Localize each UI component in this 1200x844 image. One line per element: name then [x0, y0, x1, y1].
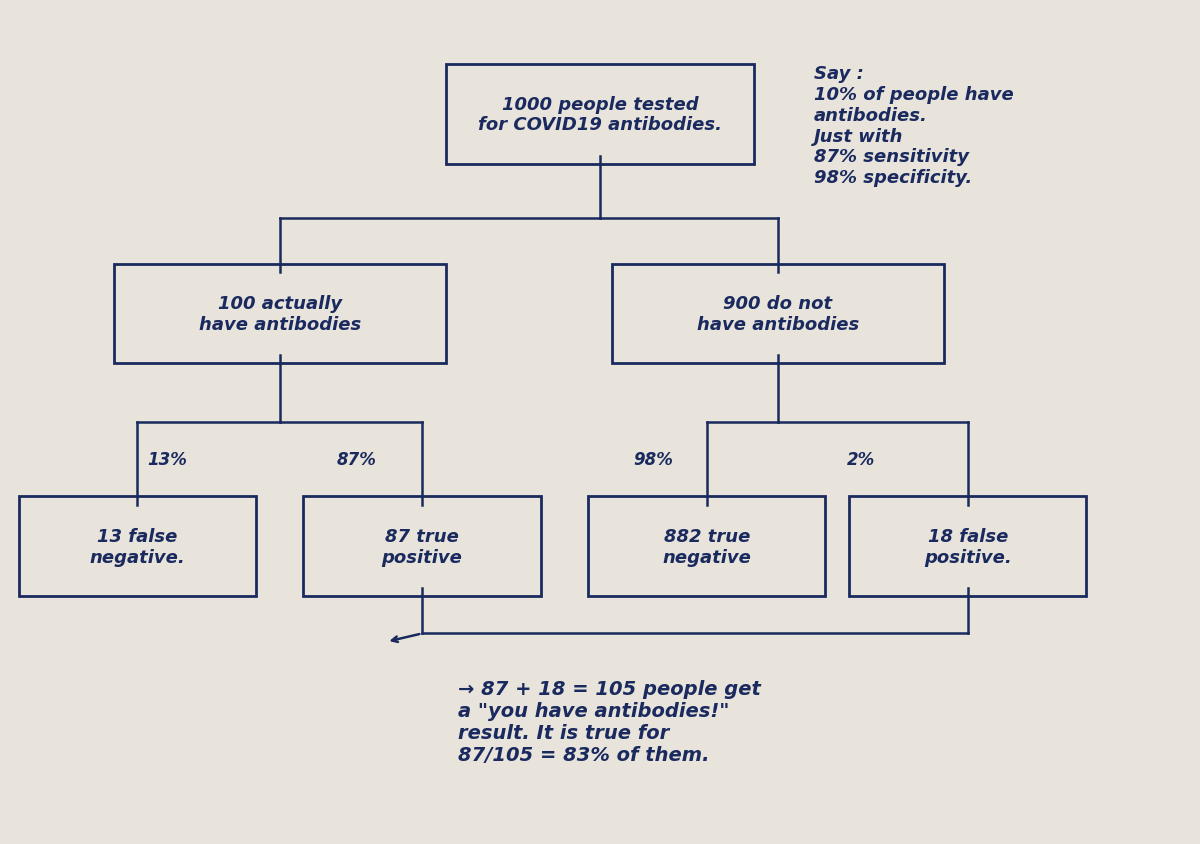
Text: 87%: 87% [337, 451, 377, 468]
Text: 100 actually
have antibodies: 100 actually have antibodies [199, 295, 361, 333]
Text: 13 false
negative.: 13 false negative. [90, 528, 185, 565]
Text: 900 do not
have antibodies: 900 do not have antibodies [697, 295, 859, 333]
Text: 1000 people tested
for COVID19 antibodies.: 1000 people tested for COVID19 antibodie… [478, 95, 722, 134]
Text: Say :
10% of people have
antibodies.
Just with
87% sensitivity
98% specificity.: Say : 10% of people have antibodies. Jus… [814, 65, 1013, 187]
Text: 98%: 98% [634, 451, 673, 468]
Text: → 87 + 18 = 105 people get
a "you have antibodies!"
result. It is true for
87/10: → 87 + 18 = 105 people get a "you have a… [457, 679, 761, 764]
Text: 13%: 13% [148, 451, 187, 468]
Text: 2%: 2% [847, 451, 875, 468]
Text: 87 true
positive: 87 true positive [382, 528, 462, 565]
Text: 882 true
negative: 882 true negative [662, 528, 751, 565]
Text: 18 false
positive.: 18 false positive. [924, 528, 1012, 565]
